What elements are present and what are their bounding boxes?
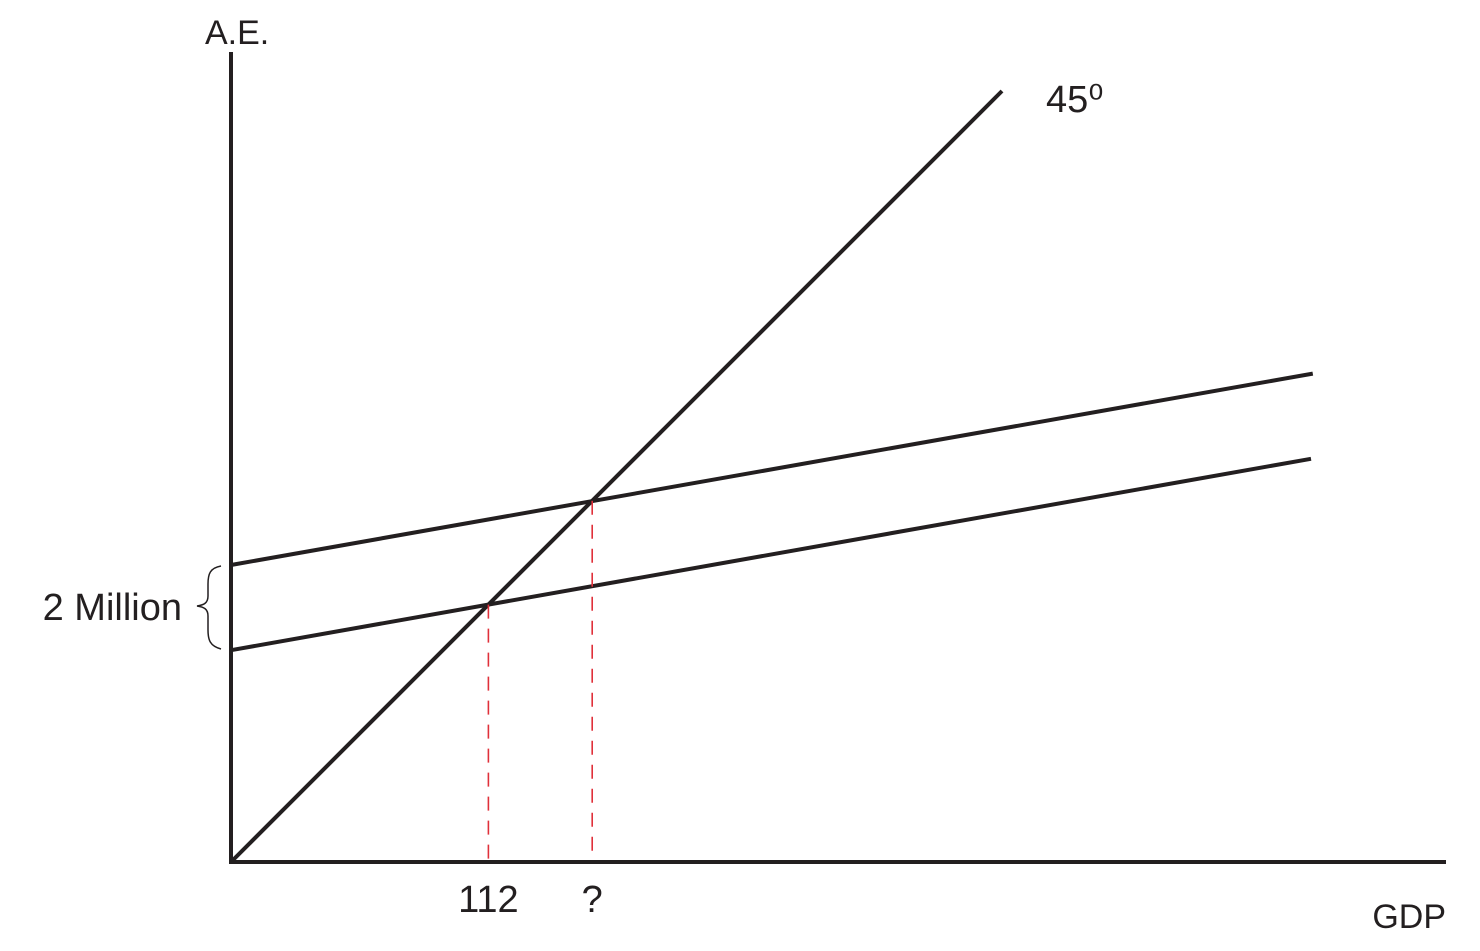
series-line-ae-lower [230, 456, 1312, 653]
shift-label: 2 Million [43, 587, 182, 629]
guide-question-tick-label: ? [582, 879, 603, 921]
angle-label: 45⁰ [1046, 79, 1104, 121]
shift-brace [196, 565, 222, 650]
lines-layer [229, 89, 1314, 864]
x-axis-label: GDP [1372, 898, 1446, 936]
guide-112-tick-label: 112 [458, 879, 519, 921]
series-line-ae-upper [230, 371, 1314, 567]
y-axis-label: A.E. [205, 14, 269, 52]
ticks-layer: 112? [458, 879, 603, 921]
guides-layer [487, 500, 594, 860]
series-line-line-45 [229, 89, 1004, 864]
